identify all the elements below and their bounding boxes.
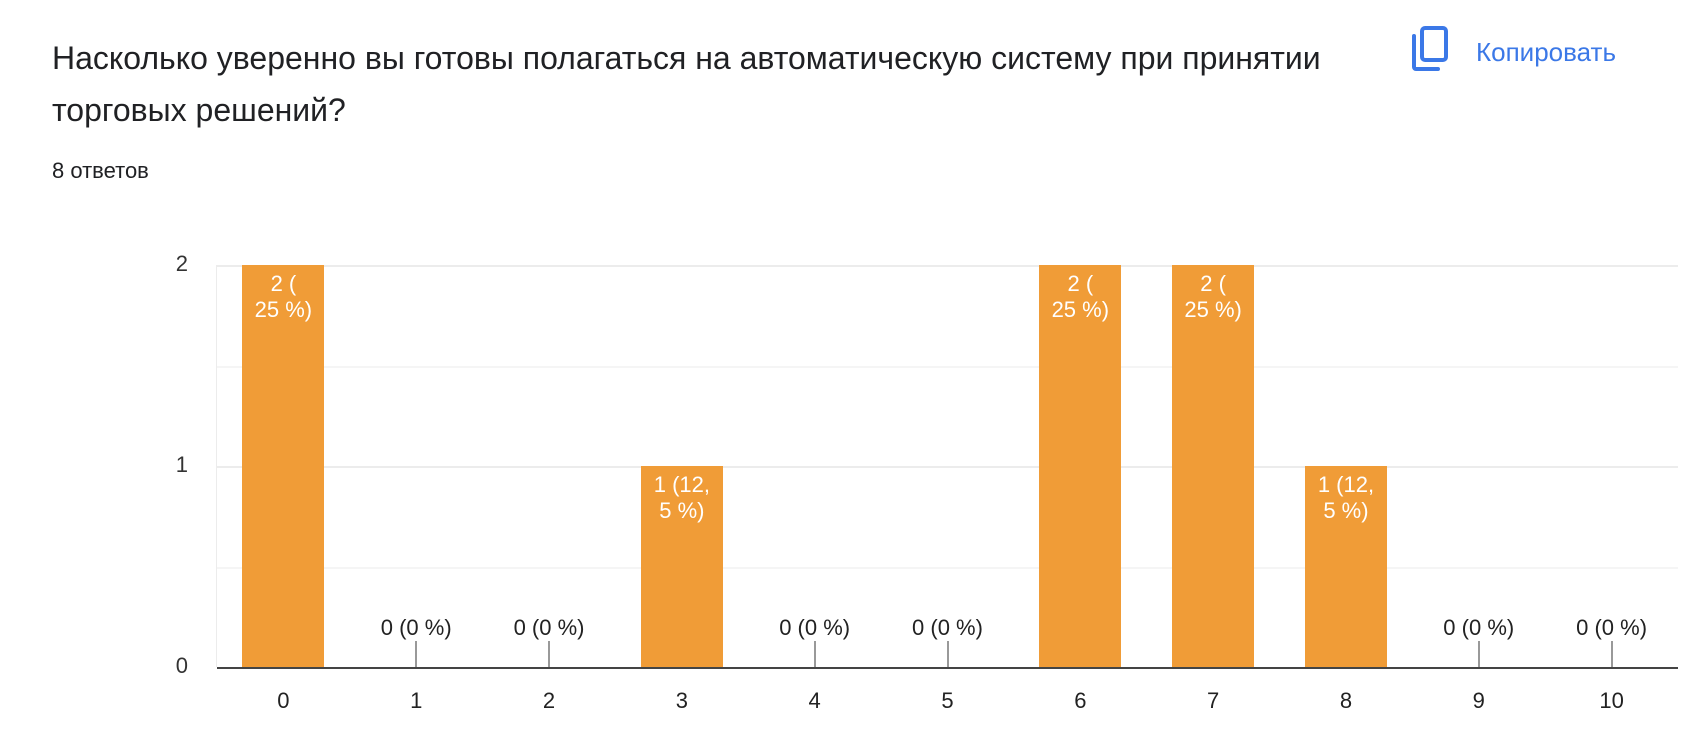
question-title: Насколько уверенно вы готовы полагаться … [52,40,1321,128]
zero-value-marker [548,641,551,667]
x-tick-label: 8 [1339,688,1353,713]
x-tick-label: 3 [675,688,688,713]
zero-value-marker [1610,641,1613,667]
x-tick-label: 6 [1074,688,1087,713]
x-tick-label: 2 [542,688,556,713]
bar [640,466,723,667]
gridline [217,265,1678,267]
bar-data-label: 0 (0 %) [1576,615,1648,640]
bar-data-label: 0 (0 %) [779,615,851,640]
zero-value-marker [415,641,418,667]
x-tick-label: 5 [941,688,954,713]
bar-data-label: 1 (12, 5 %) [653,472,710,523]
x-tick-label: 10 [1599,688,1624,713]
bar [242,265,325,667]
y-axis-line [216,265,217,667]
bar-data-label: 0 (0 %) [380,615,452,640]
zero-value-marker [1477,641,1480,667]
gridline [217,365,1678,368]
copy-icon [1410,25,1450,79]
bar [1172,265,1255,667]
gridline [217,466,1678,468]
bar-data-label: 0 (0 %) [513,615,585,640]
x-tick-label: 7 [1207,688,1220,713]
bar-data-label: 2 (25 %) [1184,271,1242,322]
y-tick-label: 1 [175,452,188,477]
copy-label: Копировать [1476,36,1616,67]
y-tick-label: 2 [175,251,188,276]
bar-data-label: 0 (0 %) [1443,615,1515,640]
bar-data-label: 2 (25 %) [254,271,313,322]
bar-data-label: 2 (25 %) [1051,271,1110,322]
x-tick-label: 4 [808,688,821,713]
x-tick-label: 9 [1472,688,1485,713]
bar-data-label: 1 (12, 5 %) [1317,472,1375,523]
zero-value-marker [946,641,949,667]
bar-data-label: 0 (0 %) [912,615,983,640]
gridline [217,566,1678,569]
zero-value-marker [813,641,816,667]
bar [1039,265,1122,667]
x-tick-label: 0 [277,688,290,713]
x-tick-label: 1 [410,688,423,713]
responses-count: 8 ответов [52,158,149,183]
y-tick-label: 0 [175,653,188,678]
bar [1304,466,1387,667]
x-axis-baseline [217,667,1678,669]
copy-chart-button[interactable]: Копировать [1410,25,1616,79]
